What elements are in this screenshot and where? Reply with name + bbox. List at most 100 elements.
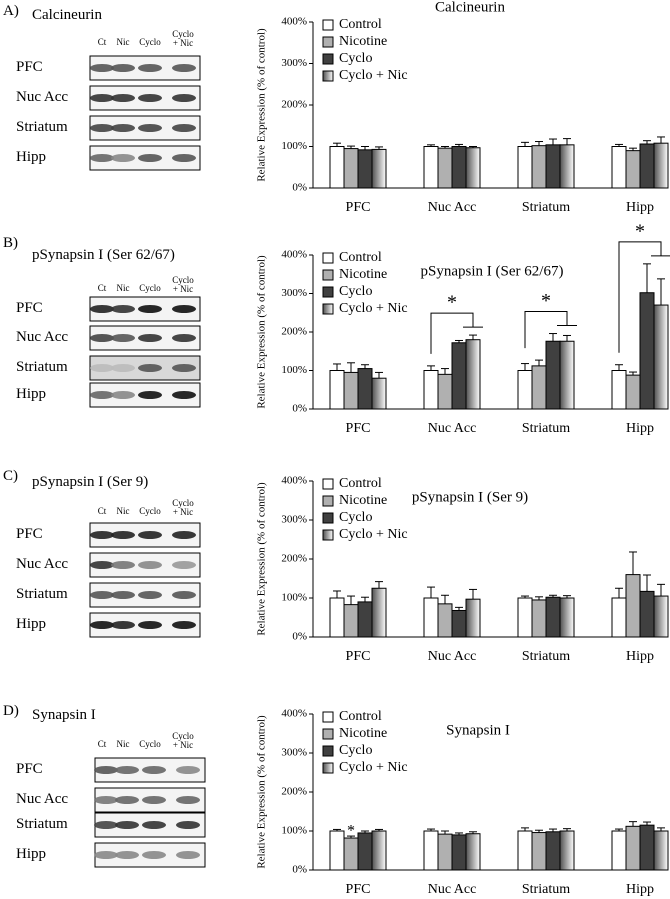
error-bar <box>469 334 477 340</box>
region-label: Striatum <box>16 816 68 832</box>
legend-label: Cyclo <box>339 510 372 525</box>
blot-band <box>111 94 135 102</box>
legend-swatch <box>322 286 334 298</box>
legend-swatch <box>322 19 334 31</box>
y-tick-label: 200% <box>281 786 307 798</box>
blot-band <box>172 64 196 72</box>
blot-band <box>90 621 114 629</box>
significance-mark: * <box>347 823 355 840</box>
bar <box>343 604 359 638</box>
error-bar <box>549 594 557 598</box>
error-bar <box>521 595 529 598</box>
region-label: Nuc Acc <box>16 89 69 105</box>
error-bar <box>347 835 355 839</box>
error-bar <box>347 595 355 605</box>
bar <box>343 837 359 871</box>
x-tick-label: Striatum <box>522 421 570 436</box>
error-bar <box>657 583 665 597</box>
error-bar <box>629 551 637 575</box>
blot-band <box>172 364 196 372</box>
error-bar <box>333 142 341 147</box>
error-bar <box>427 828 435 831</box>
region-label: PFC <box>16 59 43 75</box>
error-bar <box>657 278 665 306</box>
error-bar <box>643 263 651 293</box>
bar <box>611 597 627 638</box>
significance-bracket <box>524 311 568 349</box>
blot-band <box>176 851 200 859</box>
blot-band <box>172 305 196 313</box>
blot-band <box>90 561 114 569</box>
bar <box>465 147 481 189</box>
bar <box>611 830 627 871</box>
y-tick-label: 100% <box>281 140 307 152</box>
error-bar <box>361 830 369 833</box>
error-bar <box>441 594 449 604</box>
y-tick-label: 300% <box>281 514 307 526</box>
blot-band <box>172 621 196 629</box>
blot-band <box>172 94 196 102</box>
error-bar <box>469 831 477 834</box>
bar <box>611 146 627 189</box>
blot-band <box>142 821 166 829</box>
bar <box>531 365 547 410</box>
bar <box>437 603 453 638</box>
bar <box>423 597 439 638</box>
legend-swatch <box>322 728 334 740</box>
blot-band <box>172 531 196 539</box>
chart-title: pSynapsin I (Ser 9) <box>412 489 528 505</box>
bar <box>559 340 575 410</box>
bar <box>371 830 387 871</box>
legend-label: Control <box>339 17 382 32</box>
error-bar <box>469 146 477 148</box>
region-label: Hipp <box>16 846 46 862</box>
bar <box>517 830 533 871</box>
legend-label: Nicotine <box>339 726 387 741</box>
chart-title: Synapsin I <box>446 722 510 738</box>
x-tick-label: PFC <box>346 421 371 436</box>
error-bar <box>347 145 355 149</box>
error-bar <box>535 141 543 146</box>
blot-band <box>90 94 114 102</box>
x-tick-label: PFC <box>346 200 371 215</box>
significance-bracket <box>618 241 662 353</box>
blot-band <box>115 766 139 774</box>
blot-band <box>176 796 200 804</box>
blot-band <box>111 531 135 539</box>
bar <box>451 342 467 410</box>
x-tick-label: Striatum <box>522 882 570 897</box>
blot-band <box>90 124 114 132</box>
x-tick-label: Striatum <box>522 649 570 664</box>
bar <box>371 377 387 410</box>
error-bar <box>347 362 355 373</box>
blot-band <box>172 591 196 599</box>
error-bar <box>521 363 529 371</box>
error-bar <box>629 147 637 151</box>
blot-band <box>111 591 135 599</box>
legend-label: Control <box>339 476 382 491</box>
significance-mark: * <box>635 220 645 242</box>
x-tick-label: Nuc Acc <box>428 421 477 436</box>
y-tick-label: 0% <box>292 864 307 876</box>
error-bar <box>563 828 571 831</box>
lane-label: Cyclo + Nic <box>172 731 194 750</box>
x-tick-label: Striatum <box>522 200 570 215</box>
legend-label: Control <box>339 250 382 265</box>
bar <box>653 142 669 189</box>
error-bar <box>427 144 435 147</box>
lane-label: Nic <box>116 739 130 749</box>
error-bar <box>643 821 651 826</box>
bar <box>531 599 547 638</box>
legend-label: Cyclo <box>339 284 372 299</box>
error-bar <box>615 143 623 147</box>
error-bar <box>427 586 435 598</box>
bar <box>465 598 481 638</box>
legend-swatch <box>322 252 334 264</box>
blot-band <box>111 561 135 569</box>
bar <box>451 834 467 871</box>
bar <box>559 830 575 871</box>
blot-band <box>138 94 162 102</box>
legend-swatch <box>322 269 334 281</box>
bar <box>611 370 627 410</box>
blot-band <box>94 766 118 774</box>
